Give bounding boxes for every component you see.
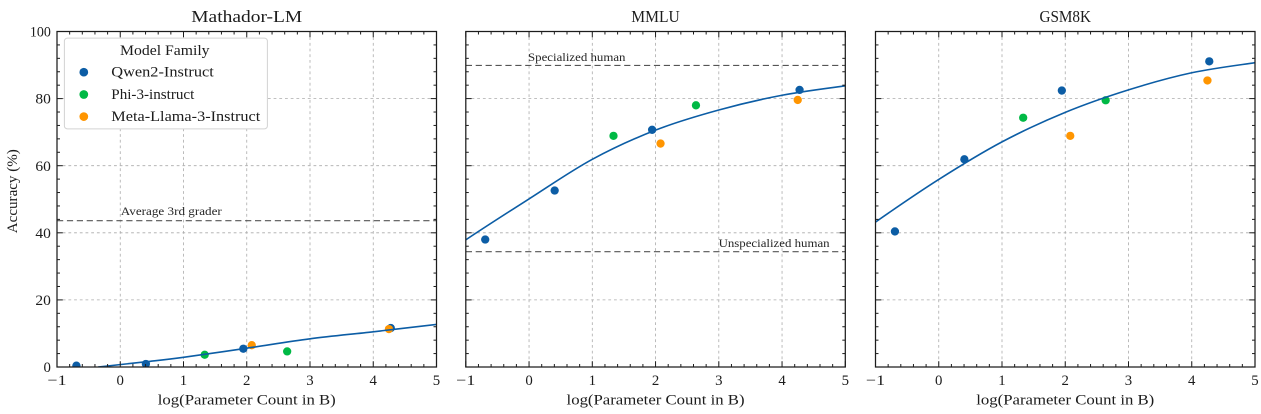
svg-text:log(Parameter Count in B): log(Parameter Count in B) <box>567 391 745 408</box>
svg-text:Meta-Llama-3-Instruct: Meta-Llama-3-Instruct <box>111 109 261 125</box>
svg-text:Unspecialized human: Unspecialized human <box>719 238 830 250</box>
svg-text:2: 2 <box>243 373 250 389</box>
svg-text:4: 4 <box>1188 373 1196 389</box>
svg-text:1: 1 <box>180 373 187 389</box>
svg-text:0: 0 <box>935 373 942 389</box>
svg-text:100: 100 <box>30 25 51 41</box>
svg-text:60: 60 <box>35 159 51 175</box>
svg-text:Average 3rd grader: Average 3rd grader <box>121 206 222 218</box>
svg-text:log(Parameter Count in B): log(Parameter Count in B) <box>158 391 336 408</box>
svg-text:GSM8K: GSM8K <box>1040 7 1092 26</box>
svg-text:Specialized human: Specialized human <box>528 52 626 64</box>
svg-text:−1: −1 <box>456 373 475 389</box>
svg-text:Accuracy (%): Accuracy (%) <box>4 149 21 233</box>
svg-text:2: 2 <box>1062 373 1069 389</box>
svg-text:5: 5 <box>842 373 849 389</box>
svg-text:4: 4 <box>778 373 786 389</box>
svg-text:0: 0 <box>117 373 124 389</box>
svg-text:3: 3 <box>306 373 313 389</box>
svg-text:Phi-3-instruct: Phi-3-instruct <box>111 87 195 103</box>
svg-text:5: 5 <box>1251 373 1258 389</box>
svg-text:4: 4 <box>370 373 378 389</box>
svg-text:3: 3 <box>715 373 722 389</box>
svg-text:log(Parameter Count in B): log(Parameter Count in B) <box>976 391 1154 408</box>
svg-text:−1: −1 <box>48 373 67 389</box>
svg-text:80: 80 <box>35 92 51 108</box>
svg-text:20: 20 <box>35 293 51 309</box>
svg-text:2: 2 <box>652 373 659 389</box>
svg-text:3: 3 <box>1125 373 1132 389</box>
svg-text:40: 40 <box>35 226 51 242</box>
svg-text:−1: −1 <box>866 373 885 389</box>
svg-text:0: 0 <box>525 373 532 389</box>
svg-text:0: 0 <box>43 360 50 376</box>
svg-text:1: 1 <box>998 373 1005 389</box>
svg-text:Qwen2-Instruct: Qwen2-Instruct <box>111 65 214 81</box>
svg-text:5: 5 <box>433 373 440 389</box>
svg-text:1: 1 <box>589 373 596 389</box>
svg-text:MMLU: MMLU <box>631 7 680 26</box>
svg-text:Model Family: Model Family <box>120 43 210 59</box>
svg-text:Mathador-LM: Mathador-LM <box>191 7 302 26</box>
